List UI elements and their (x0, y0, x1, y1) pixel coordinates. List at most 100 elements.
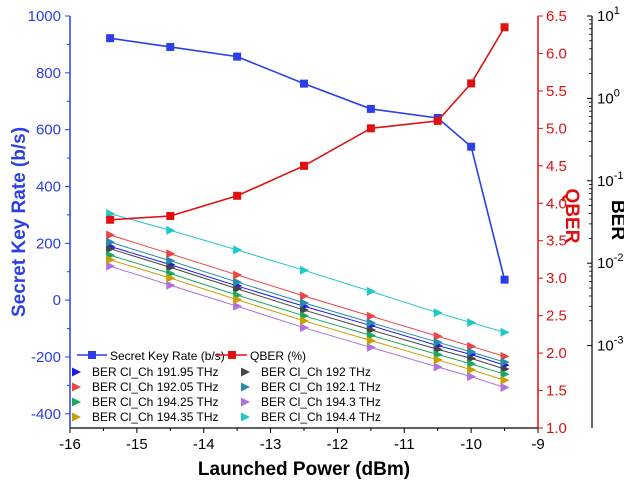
ber-tick-label: 101 (597, 5, 620, 25)
left-tick-label: 600 (36, 122, 61, 139)
data-point (300, 265, 309, 275)
data-point (300, 305, 309, 315)
legend-marker (241, 412, 250, 422)
data-point (433, 337, 443, 347)
qber-tick-label: 6.0 (546, 45, 567, 62)
left-tick-label: 800 (36, 65, 61, 82)
data-point (467, 79, 476, 88)
legend-marker (241, 397, 250, 407)
qber-axis-title: QBER (561, 189, 582, 244)
data-point (166, 273, 176, 283)
data-point (233, 277, 243, 287)
legend-label: BER Cl_Ch 192.1 THz (261, 380, 381, 394)
series-ber-cl-ch-194-3-thz (106, 261, 510, 393)
legend-label: BER Cl_Ch 192 THz (261, 365, 371, 379)
data-point (300, 79, 308, 88)
legend-marker (241, 367, 250, 377)
data-point (166, 249, 176, 259)
series-line (109, 241, 505, 363)
left-tick-label: 200 (36, 235, 61, 252)
x-tick-label: -14 (193, 436, 215, 453)
series-line (109, 245, 505, 366)
qber-tick-label: 3.5 (546, 233, 567, 250)
left-tick-label: -400 (31, 406, 61, 423)
x-tick-label: -12 (327, 436, 349, 453)
series-secret-key-rate-b-s- (106, 34, 509, 284)
data-point (500, 327, 510, 337)
x-tick-label: -13 (260, 436, 282, 453)
data-point (233, 295, 243, 305)
data-point (433, 331, 443, 341)
series-line (110, 26, 506, 221)
ber-tick-label: 10-1 (597, 170, 623, 190)
x-tick-label: -16 (59, 436, 81, 453)
data-point (300, 298, 309, 308)
legend-label: BER Cl_Ch 194.4 THz (261, 410, 381, 424)
qber-tick-label: 1.5 (546, 383, 567, 400)
data-point (467, 347, 477, 357)
legend-marker (72, 382, 81, 392)
ber-tick-label: 10-3 (597, 335, 623, 355)
series-ber-cl-ch-194-35-thz (106, 255, 510, 385)
data-point (433, 355, 443, 365)
data-point (366, 124, 375, 133)
legend-marker (241, 382, 250, 392)
data-point (106, 255, 116, 265)
data-point (233, 245, 243, 255)
data-point (233, 284, 243, 294)
qber-tick-label: 1.0 (546, 420, 567, 437)
legend-marker (88, 351, 96, 359)
series-line (109, 265, 505, 388)
data-point (500, 23, 509, 32)
data-point (467, 142, 476, 151)
qber-tick-label: 2.0 (546, 345, 567, 362)
qber-tick-label: 5.5 (546, 83, 567, 100)
series-line (109, 259, 505, 381)
qber-tick-label: 3.0 (546, 270, 567, 287)
left-axis-title: Secret Key Rate (b/s) (9, 127, 30, 317)
left-tick-label: 0 (53, 292, 61, 309)
left-tick-label: 1000 (28, 8, 61, 25)
data-point (366, 104, 375, 113)
legend: Secret Key Rate (b/s) QBER (%) BER Cl_Ch 1… (72, 349, 381, 424)
data-point (300, 323, 309, 333)
series-line (109, 213, 505, 333)
series-line (109, 248, 505, 370)
data-point (233, 52, 242, 61)
data-point (233, 301, 243, 311)
series-ber-cl-ch-192-05-thz (106, 230, 510, 361)
data-point (366, 286, 376, 296)
series-qber- (106, 23, 509, 224)
qber-tick-label: 6.5 (546, 8, 567, 25)
data-point (467, 365, 477, 375)
data-point (233, 270, 243, 280)
legend-label: BER Cl_Ch 192.05 THz (92, 380, 219, 394)
legend-marker (228, 351, 236, 359)
x-tick-label: -9 (531, 436, 544, 453)
series-layer (106, 23, 510, 393)
series-ber-cl-ch-192-1-thz (106, 237, 510, 367)
legend-label: Secret Key Rate (b/s) (110, 349, 225, 363)
legend-label: BER Cl_Ch 191.95 THz (92, 365, 219, 379)
legend-label: BER Cl_Ch 194.35 THz (92, 410, 219, 424)
legend-label: BER Cl_Ch 194.3 THz (261, 395, 381, 409)
data-point (500, 375, 510, 385)
ber-axis: 101 100 10-1 10-2 10-3 BER (587, 5, 624, 355)
data-point (106, 244, 116, 254)
ber-axis-title: BER (607, 200, 624, 240)
left-tick-label: -200 (31, 349, 61, 366)
data-point (106, 34, 115, 43)
legend-marker (72, 412, 81, 422)
data-point (300, 316, 309, 326)
data-point (433, 362, 443, 372)
data-point (300, 161, 308, 170)
data-point (500, 369, 510, 379)
x-axis-title: Launched Power (dBm) (198, 459, 410, 480)
data-point (233, 191, 242, 200)
data-point (166, 280, 176, 290)
data-point (166, 225, 176, 235)
data-point (106, 261, 116, 271)
data-point (166, 212, 175, 221)
ber-tick-label: 10-2 (597, 252, 623, 272)
